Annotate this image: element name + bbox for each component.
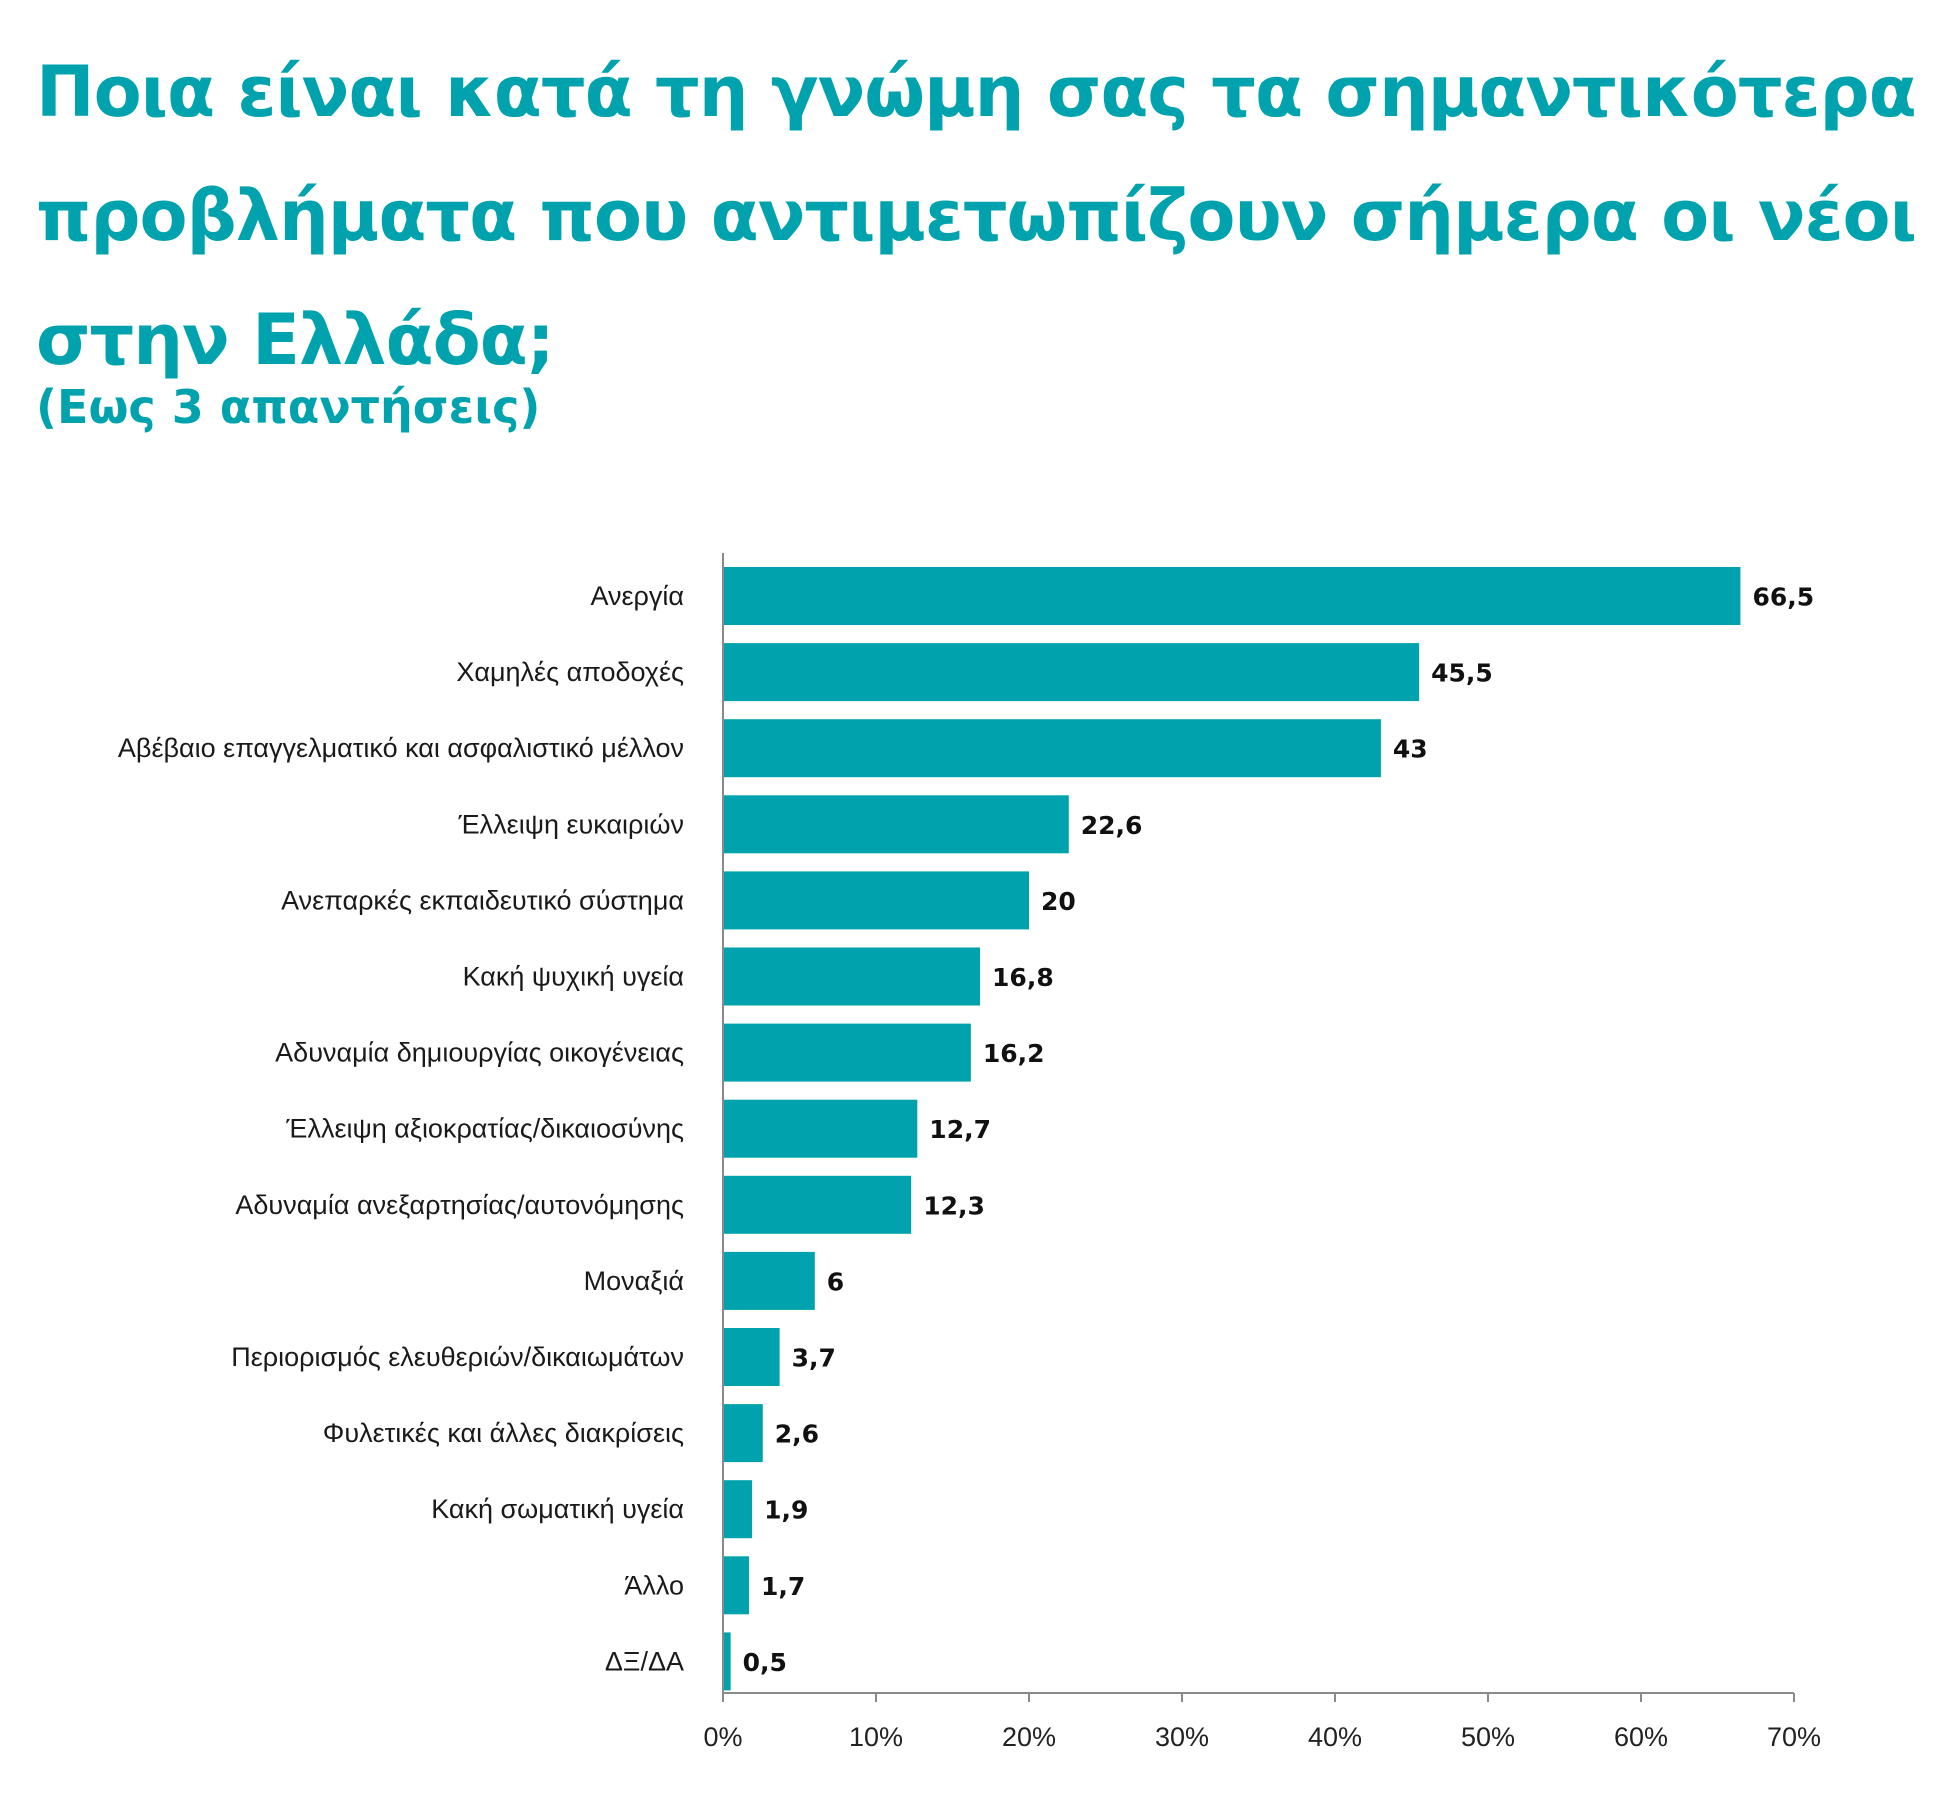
category-label: Κακή ψυχική υγεία xyxy=(463,962,684,992)
chart-title: Ποια είναι κατά τη γνώμη σας τα σημαντικ… xyxy=(36,51,1917,381)
value-label: 1,9 xyxy=(764,1496,808,1525)
category-label: Περιορισμός ελευθεριών/δικαιωμάτων xyxy=(231,1342,684,1372)
category-label: Έλλειψη ευκαιριών xyxy=(458,809,685,839)
x-tick-label: 0% xyxy=(703,1722,742,1752)
category-label: Αβέβαιο επαγγελματικό και ασφαλιστικό μέ… xyxy=(118,733,684,763)
bar xyxy=(723,1480,753,1539)
value-label: 12,3 xyxy=(923,1191,985,1220)
bar xyxy=(723,719,1381,778)
x-tick-label: 70% xyxy=(1767,1722,1821,1752)
value-label: 2,6 xyxy=(775,1420,819,1449)
bar xyxy=(723,1556,750,1615)
x-tick-label: 60% xyxy=(1614,1722,1668,1752)
x-tick-label: 30% xyxy=(1155,1722,1209,1752)
value-label: 16,2 xyxy=(983,1039,1045,1068)
bars-group xyxy=(723,567,1741,1691)
bar xyxy=(723,567,1741,625)
category-label: Ανεπαρκές εκπαιδευτικό σύστημα xyxy=(281,885,684,915)
category-label: Χαμηλές αποδοχές xyxy=(456,657,684,687)
x-tick-label: 40% xyxy=(1308,1722,1362,1752)
category-label: Κακή σωματική υγεία xyxy=(431,1494,684,1524)
bar xyxy=(723,1023,971,1082)
bar xyxy=(723,1251,815,1310)
category-labels-group: Ανεργία Χαμηλές αποδοχές Αβέβαιο επαγγελμα… xyxy=(118,581,684,1676)
bar xyxy=(723,1632,731,1691)
value-label: 45,5 xyxy=(1431,659,1493,688)
value-label: 12,7 xyxy=(929,1115,991,1144)
category-label: ΔΞ/ΔΑ xyxy=(605,1646,684,1676)
value-label: 16,8 xyxy=(992,963,1054,992)
category-label: Άλλο xyxy=(624,1570,684,1600)
category-label: Αδυναμία δημιουργίας οικογένειας xyxy=(275,1038,684,1068)
value-label: 66,5 xyxy=(1752,583,1814,612)
category-label: Έλλειψη αξιοκρατίας/δικαιοσύνης xyxy=(285,1114,684,1144)
chart-subtitle: (Εως 3 απαντήσεις) xyxy=(36,380,541,434)
category-label: Φυλετικές και άλλες διακρίσεις xyxy=(323,1418,684,1448)
value-label: 1,7 xyxy=(761,1572,805,1601)
bar xyxy=(723,947,981,1006)
bar xyxy=(723,643,1420,702)
value-label: 0,5 xyxy=(743,1648,787,1677)
value-label: 43 xyxy=(1393,735,1428,764)
value-labels-group: 66,5 45,5 43 22,6 20 16,8 16,2 12,7 12,3 6 3,7 2,6 1… xyxy=(743,583,1814,1677)
bar xyxy=(723,1175,912,1234)
bar xyxy=(723,1328,780,1386)
category-label: Μοναξιά xyxy=(584,1266,684,1296)
bar xyxy=(723,1099,918,1158)
category-label: Ανεργία xyxy=(590,581,684,611)
x-tick-label: 20% xyxy=(1002,1722,1056,1752)
axes-group: 0% 10% 20% 30% 40% 50% 60% 70% xyxy=(703,553,1821,1752)
value-label: 22,6 xyxy=(1081,811,1143,840)
x-tick-label: 50% xyxy=(1461,1722,1515,1752)
value-label: 20 xyxy=(1041,887,1076,916)
bar xyxy=(723,1404,763,1463)
value-label: 3,7 xyxy=(792,1344,836,1373)
bar xyxy=(723,795,1069,854)
x-tick-label: 10% xyxy=(849,1722,903,1752)
category-label: Αδυναμία ανεξαρτησίας/αυτονόμησης xyxy=(235,1190,684,1220)
value-label: 6 xyxy=(827,1267,844,1296)
bar xyxy=(723,871,1029,930)
